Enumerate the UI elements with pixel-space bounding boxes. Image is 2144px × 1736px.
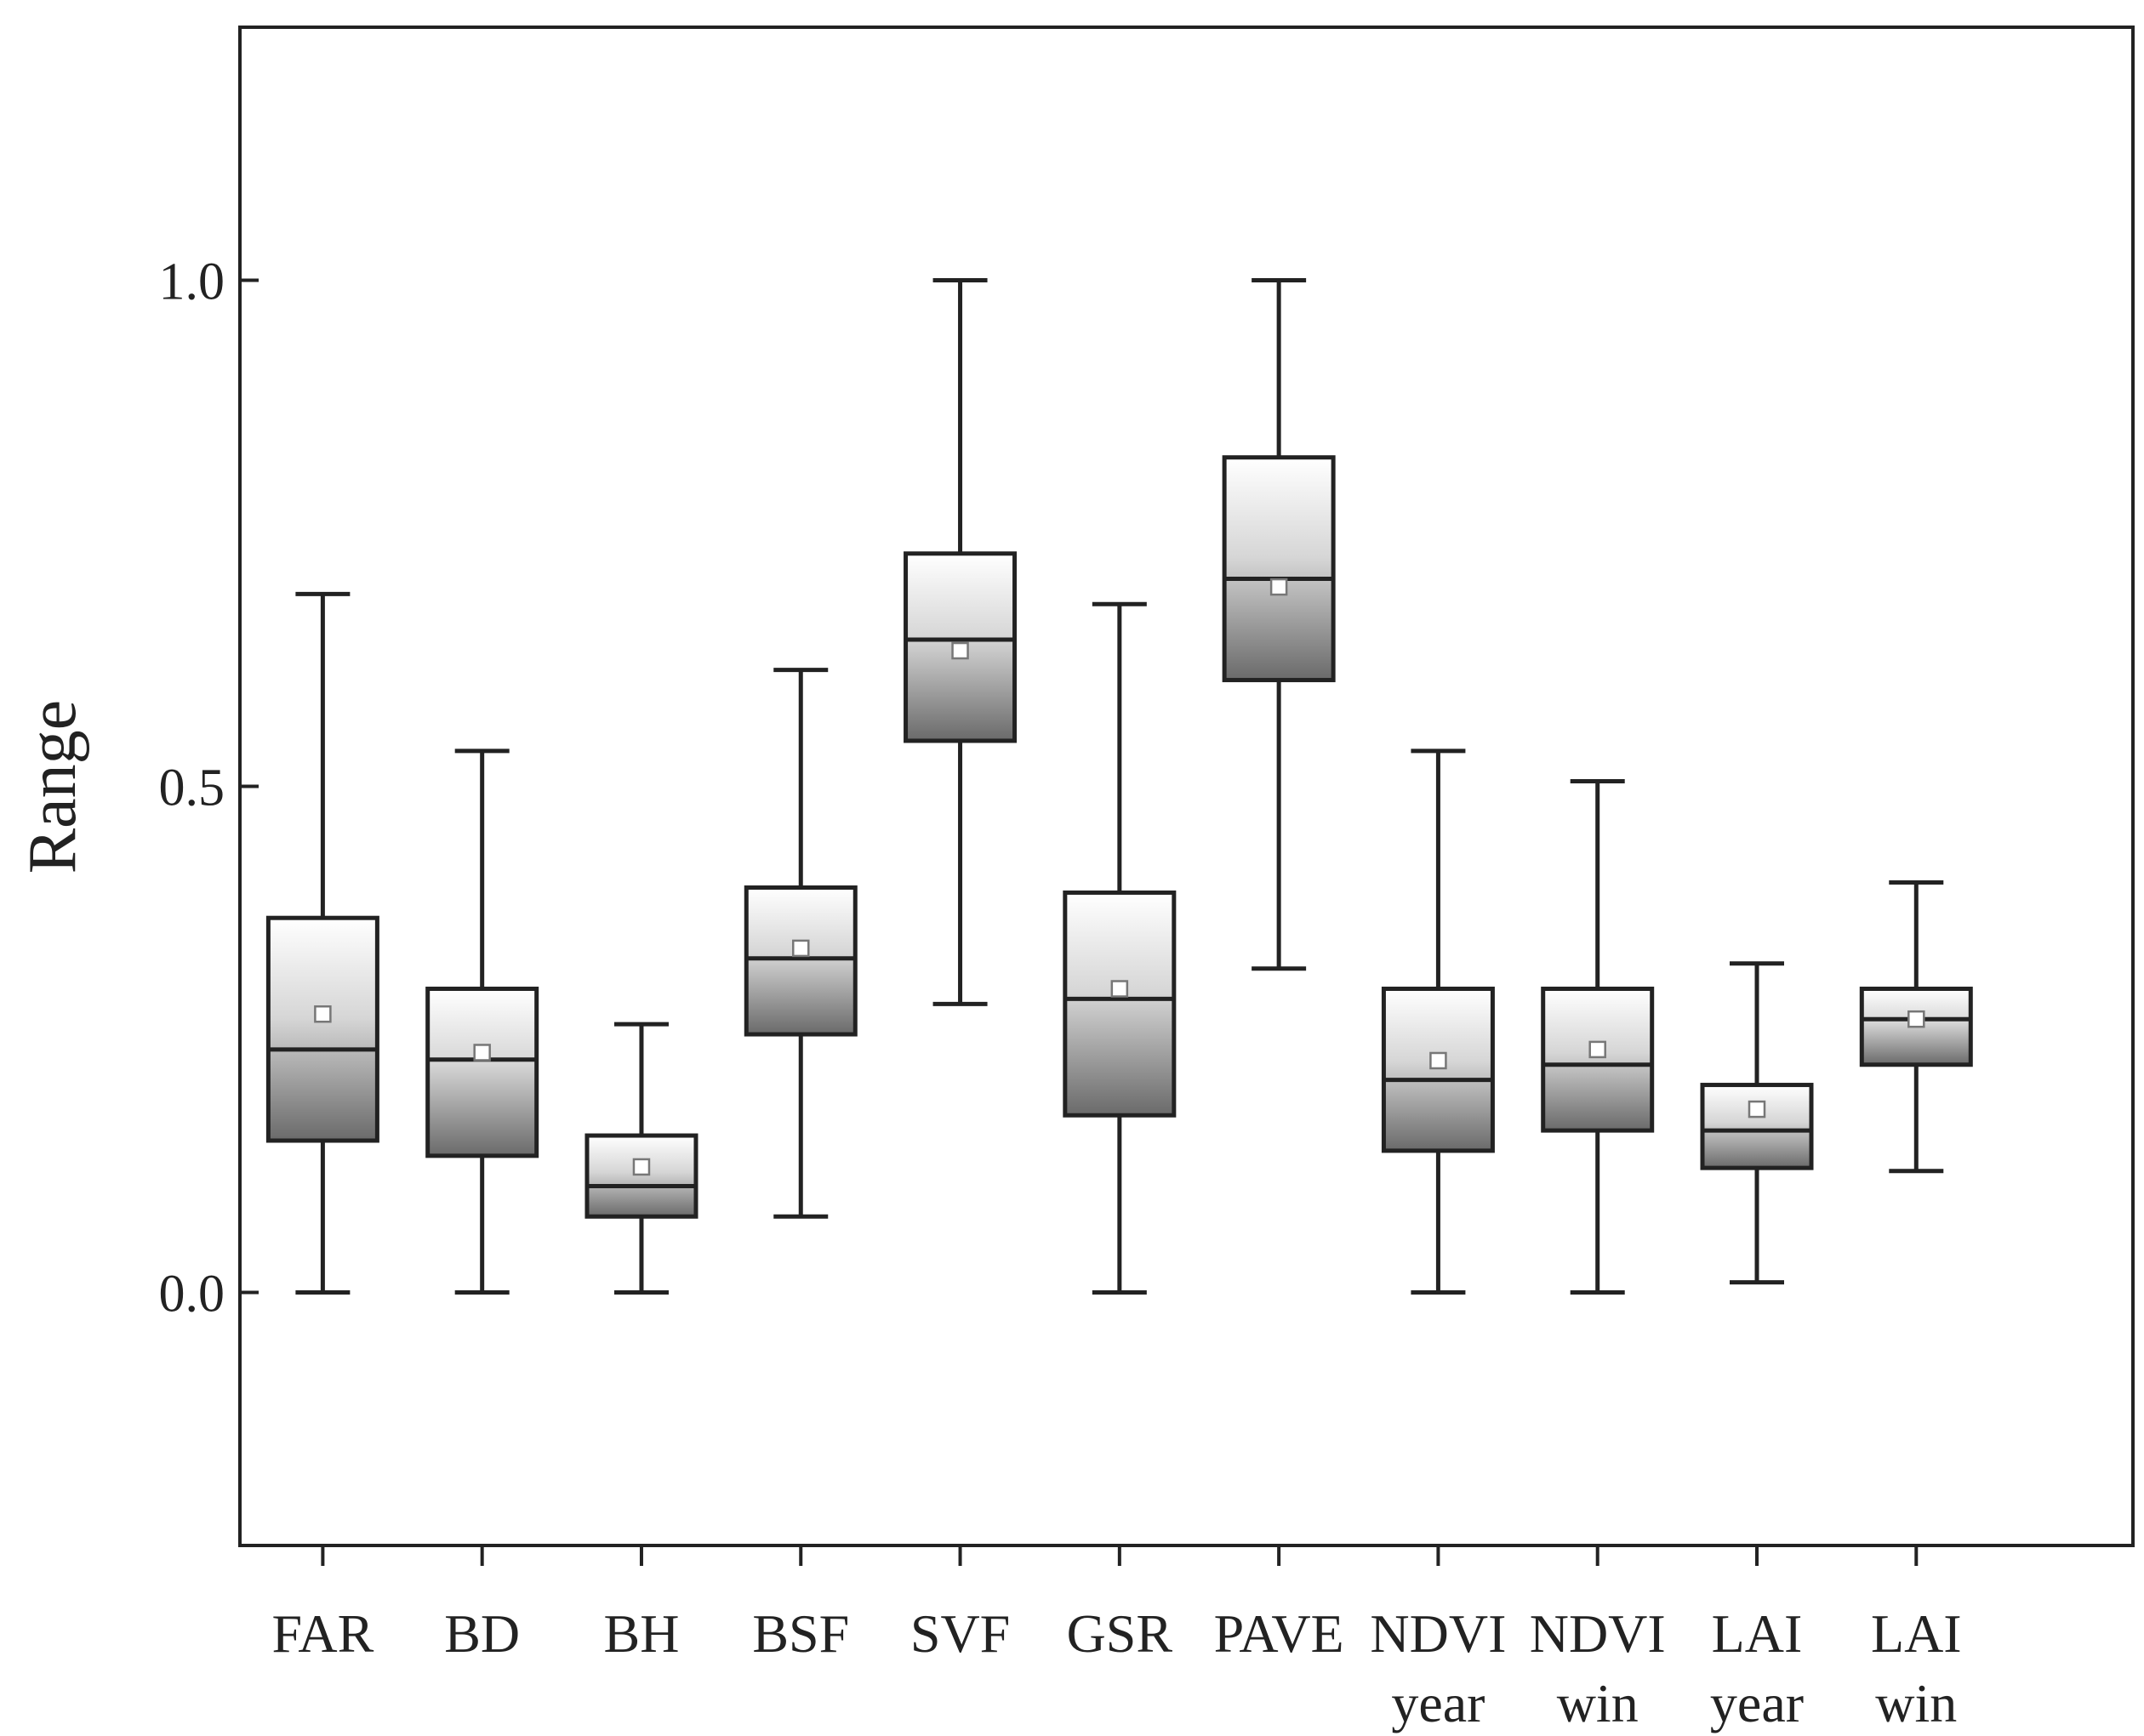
iqr-box bbox=[1222, 455, 1336, 683]
mean-marker bbox=[632, 1158, 651, 1176]
x-tick-label: GSR bbox=[1067, 1603, 1173, 1664]
iqr-box bbox=[1063, 890, 1177, 1118]
x-tick-label: year bbox=[1391, 1673, 1485, 1733]
iqr-box bbox=[1381, 987, 1495, 1153]
mean-marker bbox=[1269, 578, 1288, 596]
y-tick-label: 1.0 bbox=[159, 253, 225, 311]
box-ndvi-year bbox=[1381, 748, 1495, 1295]
mean-marker bbox=[1429, 1051, 1447, 1070]
box-svf bbox=[904, 278, 1018, 1006]
iqr-box bbox=[1700, 1083, 1814, 1170]
x-tick-label: LAI bbox=[1871, 1603, 1962, 1664]
iqr-box bbox=[744, 885, 858, 1037]
box-bsf bbox=[744, 668, 858, 1219]
box-gsr bbox=[1063, 601, 1177, 1295]
y-tick-label: 0.5 bbox=[159, 760, 225, 817]
mean-marker bbox=[1110, 980, 1129, 998]
mean-marker bbox=[951, 641, 969, 660]
box-ndvi-win bbox=[1541, 779, 1655, 1295]
x-tick-label: PAVE bbox=[1214, 1603, 1344, 1664]
x-tick-label: BSF bbox=[752, 1603, 849, 1664]
x-tick-label: NDVI bbox=[1370, 1603, 1506, 1664]
box-far bbox=[265, 591, 379, 1295]
mean-marker bbox=[1588, 1040, 1606, 1059]
x-tick-label: year bbox=[1710, 1673, 1804, 1733]
box-lai-win bbox=[1859, 880, 1973, 1174]
plot-frame bbox=[238, 26, 2135, 1547]
iqr-box bbox=[265, 915, 379, 1143]
x-tick-label: LAI bbox=[1712, 1603, 1803, 1664]
x-tick-label: BD bbox=[444, 1603, 520, 1664]
iqr-box bbox=[584, 1133, 699, 1219]
y-axis-title: Range bbox=[15, 700, 90, 874]
y-tick-label: 0.0 bbox=[159, 1266, 225, 1323]
box-pave bbox=[1222, 278, 1336, 971]
x-tick-label: FAR bbox=[272, 1603, 374, 1664]
box-series bbox=[265, 278, 1973, 1295]
x-axis: FAR BD BH BSF SVF GSR PAVE NDVI year NDVI win LAI ye… bbox=[272, 1545, 1962, 1733]
mean-marker bbox=[473, 1044, 491, 1062]
x-tick-label: NDVI bbox=[1530, 1603, 1666, 1664]
x-tick-label: SVF bbox=[910, 1603, 1010, 1664]
mean-marker bbox=[1748, 1100, 1766, 1118]
mean-marker bbox=[792, 939, 810, 958]
box-lai-year bbox=[1700, 961, 1814, 1285]
box-bh bbox=[584, 1022, 699, 1295]
x-tick-label: BH bbox=[604, 1603, 680, 1664]
iqr-box bbox=[1859, 987, 1973, 1067]
iqr-box bbox=[425, 987, 539, 1158]
box-bd bbox=[425, 748, 539, 1295]
iqr-box bbox=[1541, 987, 1655, 1133]
x-tick-label: win bbox=[1557, 1673, 1639, 1733]
y-axis: 0.0 0.5 1.0 bbox=[159, 253, 259, 1323]
mean-marker bbox=[314, 1005, 332, 1023]
x-tick-label: win bbox=[1875, 1673, 1957, 1733]
mean-marker bbox=[1907, 1010, 1925, 1028]
